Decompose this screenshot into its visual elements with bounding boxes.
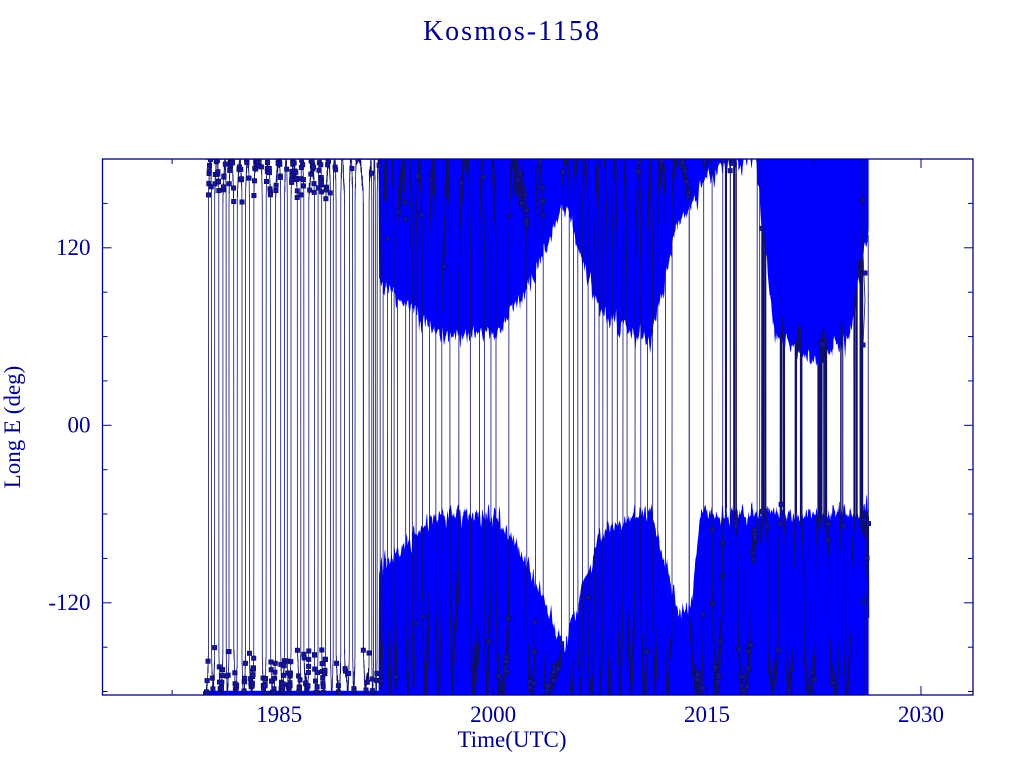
svg-text:-120: -120 <box>48 590 90 615</box>
svg-text:2015: 2015 <box>684 702 730 727</box>
svg-text:Kosmos-1158: Kosmos-1158 <box>423 16 601 47</box>
svg-text:120: 120 <box>56 235 91 260</box>
svg-text:00: 00 <box>68 412 91 437</box>
svg-text:2030: 2030 <box>898 702 944 727</box>
svg-text:1985: 1985 <box>256 702 302 727</box>
svg-text:2000: 2000 <box>470 702 516 727</box>
svg-text:Long E (deg): Long E (deg) <box>0 366 25 489</box>
svg-text:Time(UTC): Time(UTC) <box>457 727 566 752</box>
